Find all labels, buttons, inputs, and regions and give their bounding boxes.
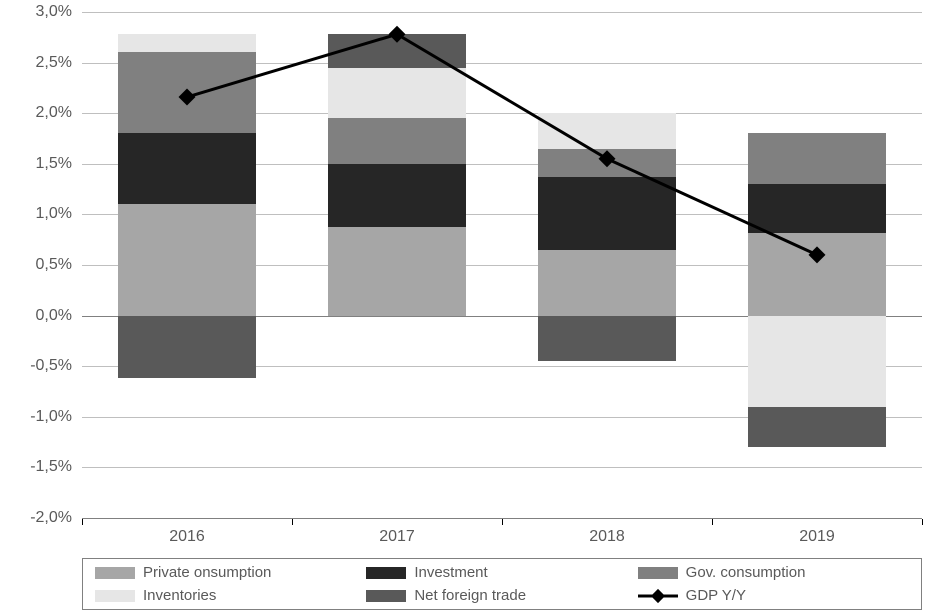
gdp-contribution-chart: -2,0% -1,5% -1,0% -0,5% 0,0% 0,5% 1,0% 1,5% 2,0%… (0, 0, 947, 616)
gdp-marker (809, 246, 826, 263)
x-tick (502, 519, 503, 525)
y-tick-label: 0,5% (0, 256, 72, 274)
legend-item-gov-consumption: Gov. consumption (638, 564, 909, 581)
x-tick-label: 2016 (169, 528, 205, 546)
y-tick-label: 2,5% (0, 54, 72, 72)
legend-swatch (366, 567, 406, 579)
x-tick (922, 519, 923, 525)
x-tick-label: 2019 (799, 528, 835, 546)
legend-label: Net foreign trade (414, 587, 526, 604)
y-tick-label: 1,0% (0, 205, 72, 223)
legend-item-net-foreign-trade: Net foreign trade (366, 587, 637, 604)
y-tick-label: -2,0% (0, 509, 72, 527)
x-axis: 2016 2017 2018 2019 (82, 519, 922, 549)
y-tick-label: -1,5% (0, 458, 72, 476)
gdp-marker (389, 26, 406, 43)
legend-item-gdp-line: GDP Y/Y (638, 587, 909, 604)
legend-label: Inventories (143, 587, 216, 604)
y-tick-label: 3,0% (0, 3, 72, 21)
legend-label: GDP Y/Y (686, 587, 746, 604)
legend-label: Private onsumption (143, 564, 271, 581)
x-tick-label: 2018 (589, 528, 625, 546)
x-tick (292, 519, 293, 525)
x-tick (82, 519, 83, 525)
legend-label: Gov. consumption (686, 564, 806, 581)
gdp-marker (599, 150, 616, 167)
x-tick (712, 519, 713, 525)
y-tick-label: 1,5% (0, 155, 72, 173)
legend-label: Investment (414, 564, 487, 581)
line-layer (82, 12, 922, 518)
y-tick-label: -0,5% (0, 357, 72, 375)
legend-item-investment: Investment (366, 564, 637, 581)
legend-swatch (95, 567, 135, 579)
y-tick-label: 2,0% (0, 104, 72, 122)
legend-item-private-consumption: Private onsumption (95, 564, 366, 581)
legend-swatch (638, 567, 678, 579)
y-tick-label: -1,0% (0, 408, 72, 426)
legend-swatch (95, 590, 135, 602)
legend-item-inventories: Inventories (95, 587, 366, 604)
y-tick-label: 0,0% (0, 307, 72, 325)
legend: Private onsumption Investment Gov. consump… (82, 558, 922, 610)
legend-swatch (366, 590, 406, 602)
x-tick-label: 2017 (379, 528, 415, 546)
gdp-line-path (187, 34, 817, 255)
gdp-marker (179, 89, 196, 106)
gdp-line (82, 12, 922, 518)
legend-line-icon (638, 589, 678, 603)
